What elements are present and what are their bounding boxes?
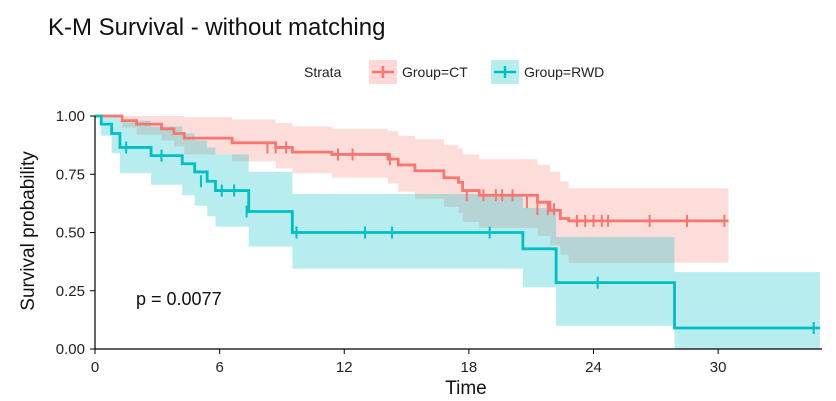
y-tick-label: 0.50 (56, 225, 85, 242)
legend-title: Strata (304, 64, 342, 80)
x-tick-label: 30 (710, 359, 727, 376)
survival-curve-group-ct (95, 114, 729, 223)
y-tick-label: 1.00 (56, 108, 85, 125)
legend-label-ct: Group=CT (402, 64, 468, 80)
y-axis-ticks: 0.00 0.25 0.50 0.75 1.00 (56, 108, 95, 358)
legend: Strata Group=CT Group=RWD (304, 60, 604, 84)
survival-curves (95, 114, 820, 330)
x-axis-ticks: 0 6 12 18 24 30 (91, 349, 727, 376)
x-axis-title: Time (445, 378, 487, 399)
p-value-annotation: p = 0.0077 (136, 289, 222, 309)
ci-band-group-ct (95, 116, 729, 263)
legend-label-rwd: Group=RWD (524, 64, 604, 80)
y-axis-title: Survival probability (18, 151, 39, 311)
survival-curve-group-rwd (95, 114, 820, 330)
censor-marks (125, 141, 815, 335)
x-tick-label: 24 (585, 359, 602, 376)
chart-title: K-M Survival - without matching (48, 14, 385, 41)
x-tick-label: 6 (215, 359, 223, 376)
y-tick-label: 0.25 (56, 283, 85, 300)
plot-area (95, 114, 820, 349)
y-tick-label: 0.75 (56, 166, 85, 183)
x-tick-label: 18 (461, 359, 478, 376)
x-tick-label: 12 (336, 359, 353, 376)
axes: 0 6 12 18 24 30 0.00 0.25 0.50 0.75 1.00 (56, 108, 822, 376)
y-tick-label: 0.00 (56, 341, 85, 358)
x-tick-label: 0 (91, 359, 99, 376)
